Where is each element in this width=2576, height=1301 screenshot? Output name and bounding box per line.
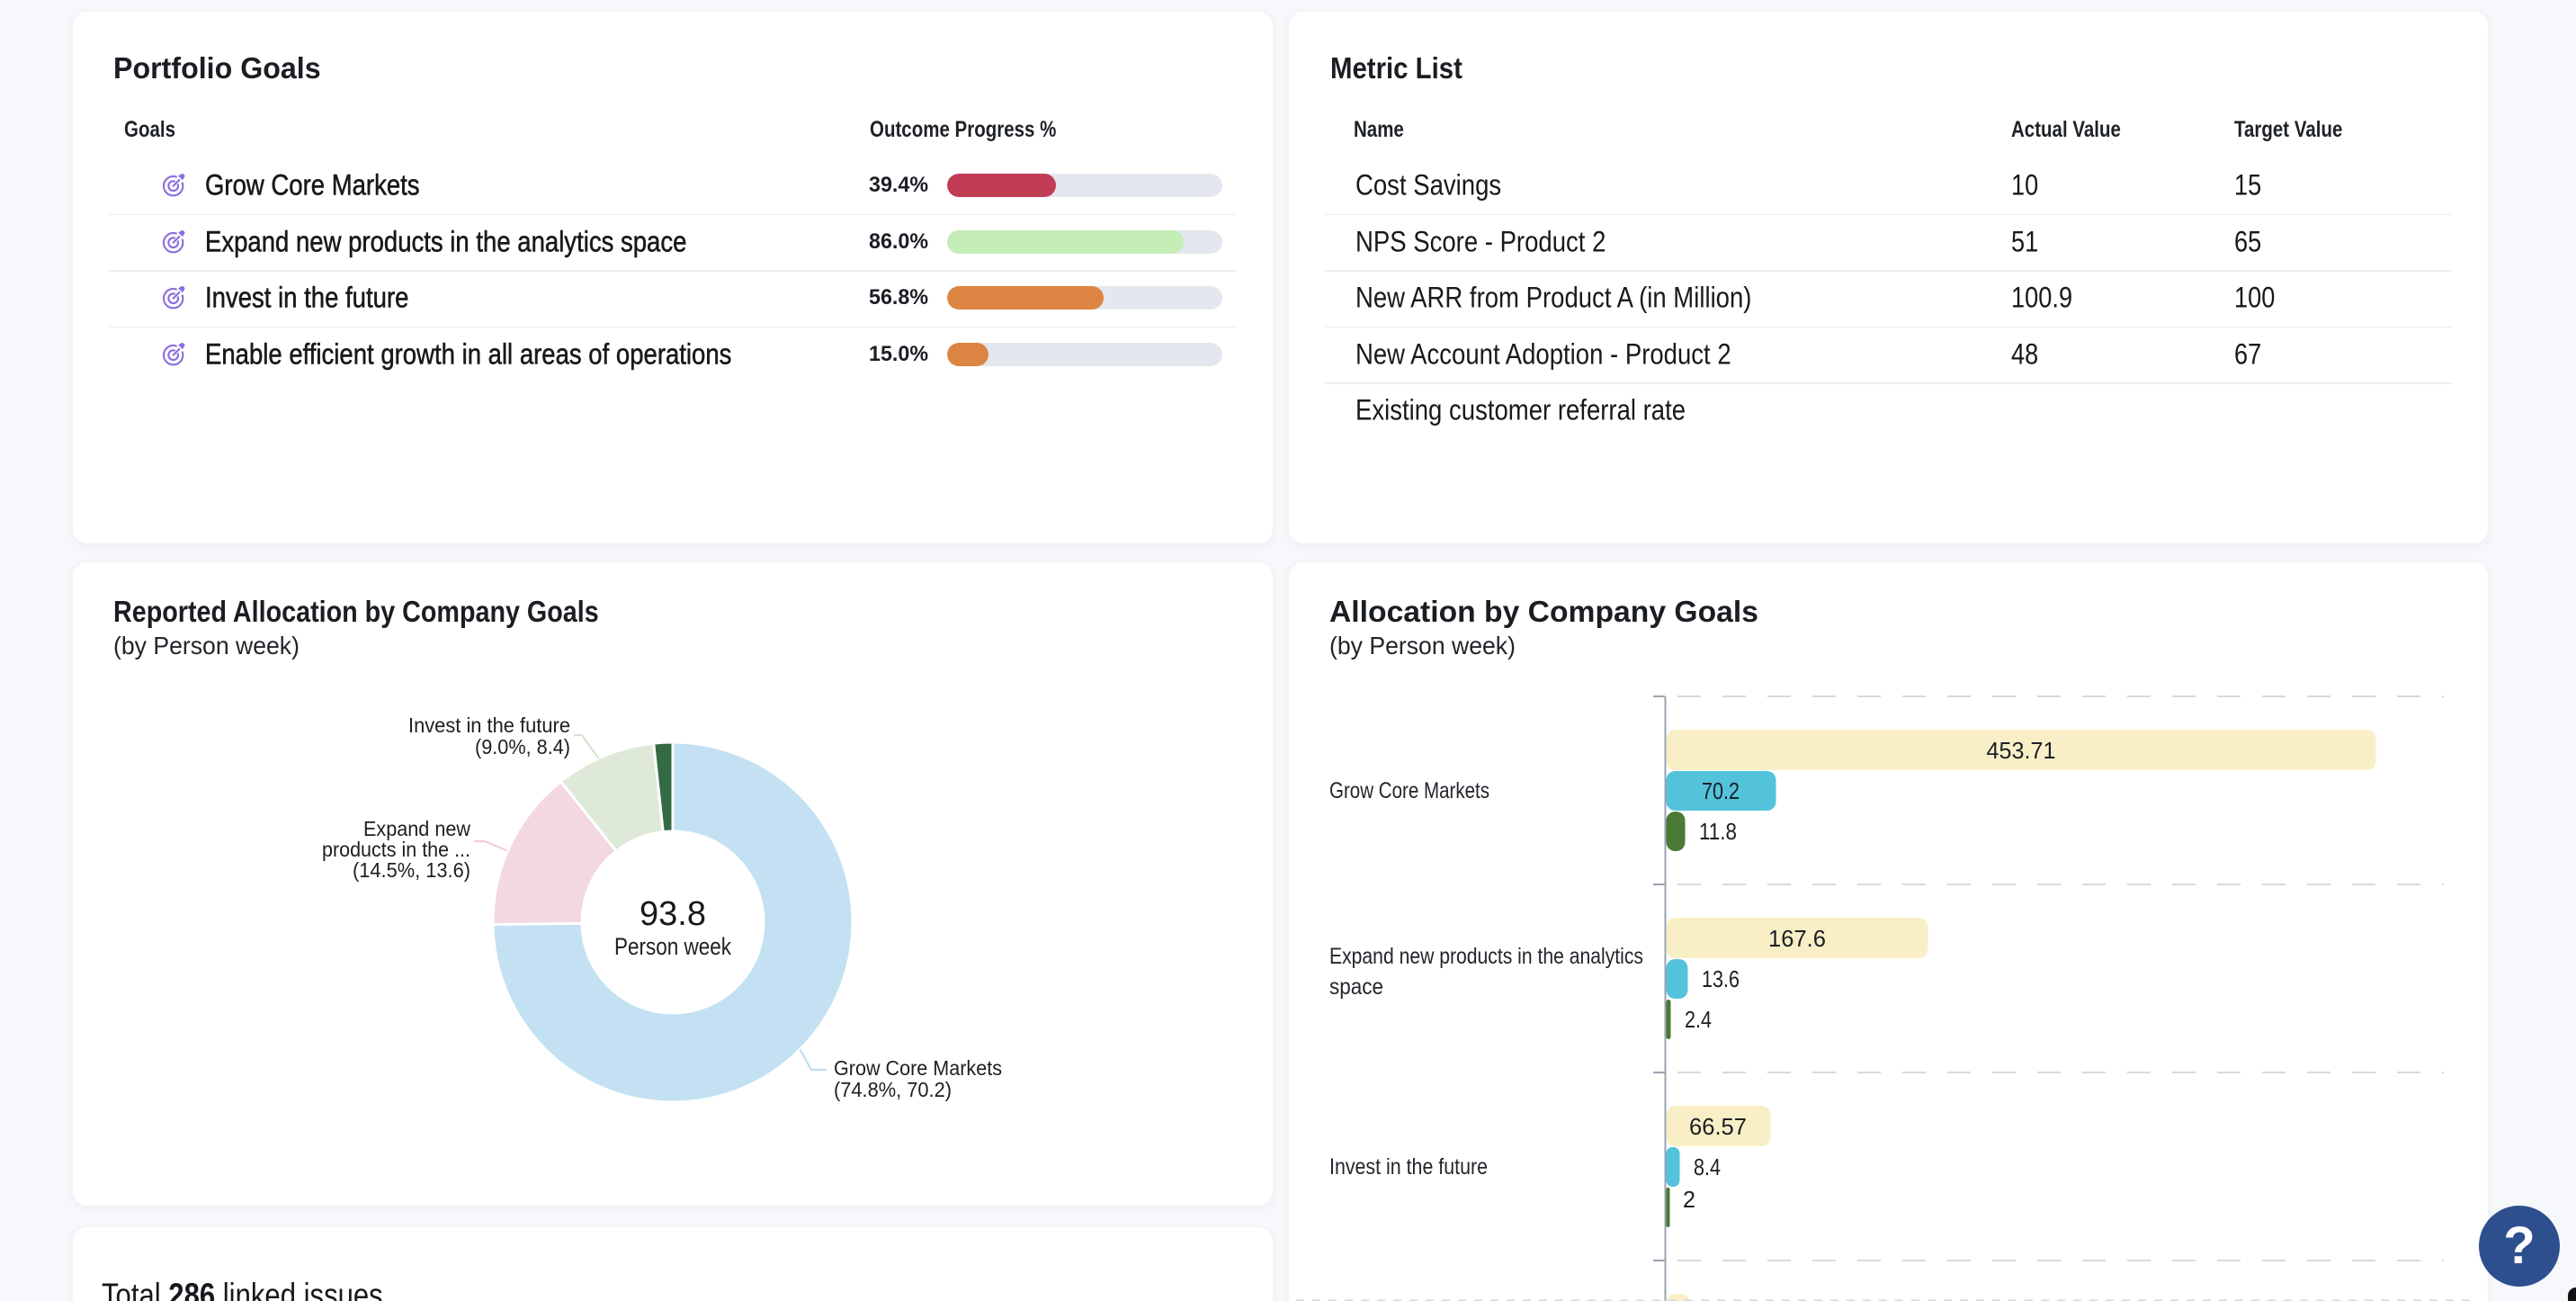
svg-text:products in the ...: products in the ... [322,838,470,861]
svg-text:2: 2 [1683,1186,1695,1213]
svg-text:2.4: 2.4 [1685,1006,1712,1033]
svg-text:Invest in the future: Invest in the future [1329,1154,1488,1180]
svg-text:167.6: 167.6 [1768,925,1826,952]
svg-text:66.57: 66.57 [1689,1113,1747,1140]
svg-text:(9.0%, 8.4): (9.0%, 8.4) [475,735,570,758]
svg-text:Expand new: Expand new [363,817,470,840]
svg-text:Person week: Person week [614,933,731,960]
svg-text:70.2: 70.2 [1702,777,1740,804]
svg-text:13.6: 13.6 [1702,965,1740,992]
svg-text:Grow Core Markets: Grow Core Markets [834,1056,1002,1080]
svg-text:space: space [1329,974,1383,1000]
svg-text:(14.5%, 13.6): (14.5%, 13.6) [353,858,470,882]
svg-text:Grow Core Markets: Grow Core Markets [1329,778,1489,803]
svg-text:11.8: 11.8 [1699,818,1737,845]
svg-text:93.8: 93.8 [640,895,706,933]
svg-text:8.4: 8.4 [1694,1153,1721,1180]
svg-text:(74.8%, 70.2): (74.8%, 70.2) [834,1078,952,1101]
svg-text:Expand new products in the ana: Expand new products in the analytics [1329,944,1643,969]
svg-text:Invest in the future: Invest in the future [408,713,570,737]
svg-text:453.71: 453.71 [1987,737,2056,764]
